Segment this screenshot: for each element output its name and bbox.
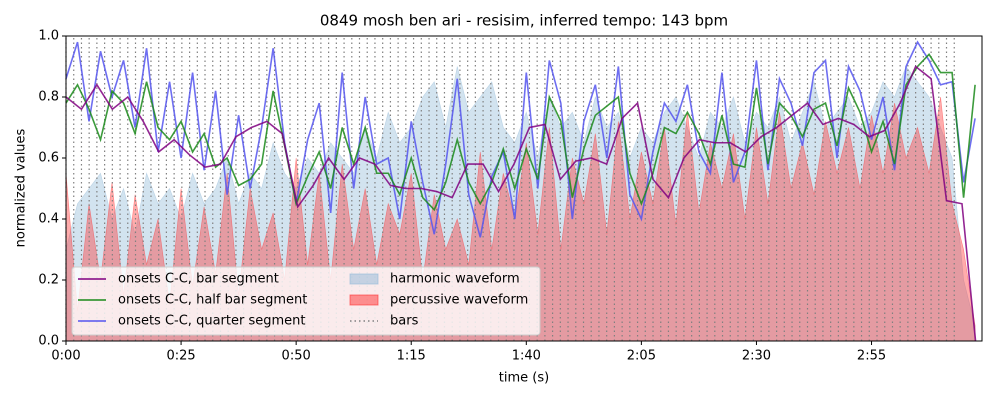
- x-tick-label: 0:00: [51, 349, 80, 364]
- line-1: [65, 52, 976, 212]
- y-tick-label: 0.8: [38, 90, 59, 105]
- x-tick-label: 0:25: [166, 349, 195, 364]
- line-0: [65, 65, 977, 342]
- x-tick-label: 1:40: [512, 349, 541, 364]
- legend-swatch: [349, 294, 379, 306]
- legend-label: percussive waveform: [390, 293, 528, 308]
- legend-label: bars: [390, 314, 419, 329]
- legend-label: onsets C-C, half bar segment: [118, 293, 307, 308]
- legend-swatch: [349, 273, 379, 285]
- y-axis-label: normalized values: [14, 128, 29, 247]
- y-tick-label: 0.6: [38, 151, 59, 166]
- y-tick-label: 1.0: [38, 29, 59, 44]
- x-tick-label: 2:30: [742, 349, 771, 364]
- y-tick-label: 0.0: [38, 334, 59, 349]
- x-tick-label: 1:15: [397, 349, 426, 364]
- y-tick-label: 0.2: [38, 273, 59, 288]
- x-axis-label: time (s): [499, 371, 549, 386]
- legend-box: [71, 266, 541, 336]
- legend-label: onsets C-C, quarter segment: [118, 314, 305, 329]
- plot-frame: [65, 35, 983, 342]
- legend-label: harmonic waveform: [390, 272, 520, 287]
- y-tick-label: 0.4: [38, 212, 59, 227]
- x-tick-label: 2:55: [857, 349, 886, 364]
- chart-title: 0849 mosh ben ari - resisim, inferred te…: [320, 12, 728, 30]
- x-tick-label: 2:05: [627, 349, 656, 364]
- legend-label: onsets C-C, bar segment: [118, 272, 279, 287]
- legend: onsets C-C, bar segment onsets C-C, half …: [71, 266, 541, 336]
- line-2: [65, 40, 976, 238]
- x-tick-label: 0:50: [282, 349, 311, 364]
